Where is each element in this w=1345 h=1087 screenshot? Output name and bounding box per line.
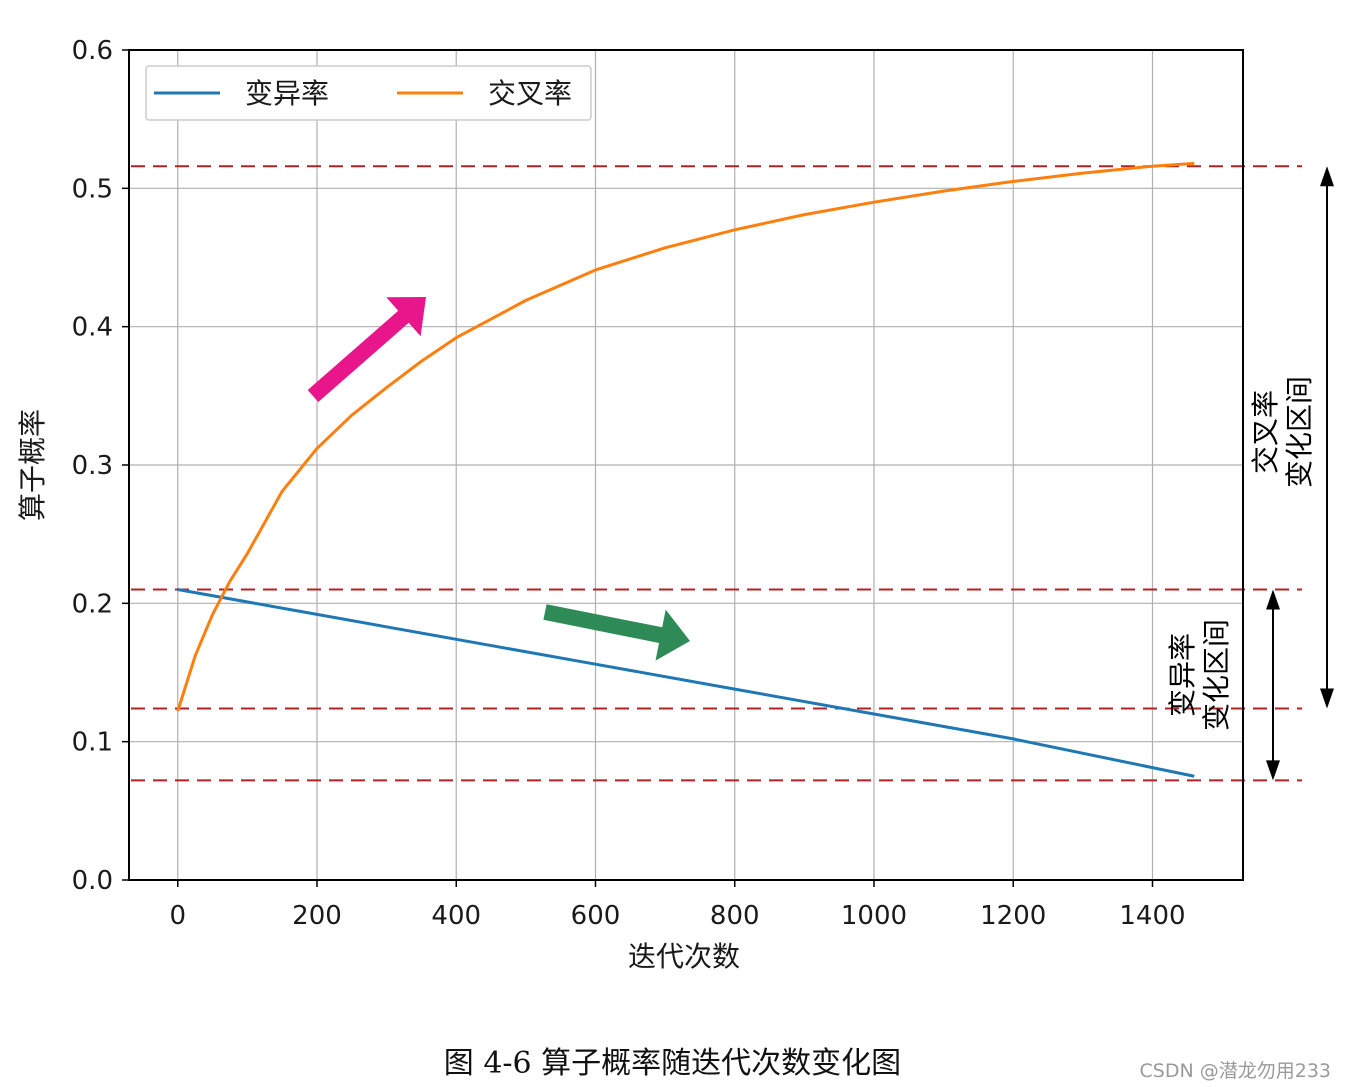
series-lines [176,161,1195,778]
y-tick-label: 0.4 [72,313,113,343]
down-trend-arrow [543,604,690,661]
crossover-range-label: 交叉率 变化区间 [1249,376,1316,488]
y-tick-label: 0.2 [72,589,113,619]
crossover-range-label-line-1: 交叉率 [1249,390,1282,474]
y-tick-label: 0.0 [72,866,113,896]
figure-caption: 图 4-6 算子概率随迭代次数变化图 [443,1046,902,1081]
x-tick-label: 0 [169,901,186,931]
x-tick-label: 600 [571,901,621,931]
x-tick-label: 1400 [1119,901,1185,931]
x-tick-label: 800 [710,901,760,931]
x-tick-label: 1000 [841,901,907,931]
grid [129,49,1243,881]
y-tick-label: 0.1 [72,728,113,758]
x-tick-label: 200 [292,901,342,931]
trend-arrows [307,297,690,661]
range-annotations [1266,166,1334,781]
y-tick-label: 0.6 [72,36,113,66]
reference-lines [131,165,1302,782]
mutation-range-label-line-1: 变异率 [1166,633,1199,717]
y-tick-label: 0.5 [72,174,113,204]
mutation-range-arrow-head-bottom [1266,760,1280,781]
series-line-crossover [176,161,1195,712]
y-axis-title: 算子概率 [16,409,49,521]
legend-box [145,65,592,121]
legend-label-crossover: 交叉率 [488,77,572,110]
series-line-mutation [177,588,1195,778]
axis-ticks: 0 200 400 600 800 1000 1200 1400 0.0 0.1 0.2 0.3 0.4… [72,36,1186,931]
mutation-range-label: 变异率 变化区间 [1166,619,1233,731]
watermark: CSDN @潜龙勿用233 [1139,1060,1331,1082]
crossover-range-arrow-head-bottom [1320,688,1334,709]
legend: 变异率 交叉率 [145,65,592,121]
legend-label-mutation: 变异率 [245,77,329,110]
up-trend-arrow [307,297,426,402]
x-tick-label: 400 [431,901,481,931]
mutation-range-arrow-head-top [1266,589,1280,610]
y-tick-label: 0.3 [72,451,113,481]
crossover-range-arrow-head-top [1320,166,1334,187]
crossover-range-label-line-2: 变化区间 [1283,376,1316,488]
x-tick-label: 1200 [980,901,1046,931]
mutation-range-label-line-2: 变化区间 [1200,619,1233,731]
x-axis-title: 迭代次数 [628,940,740,973]
